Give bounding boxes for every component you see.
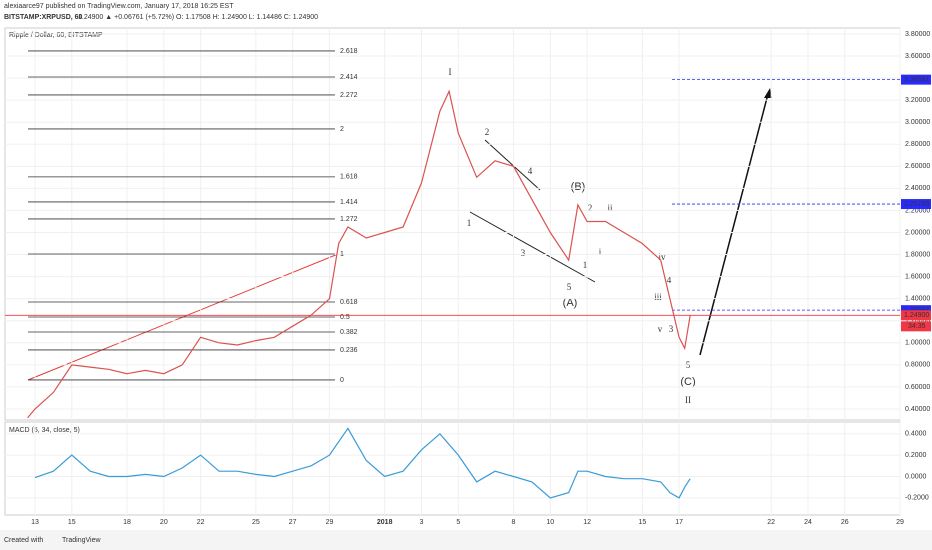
price-line (27, 89, 691, 419)
x-tick-label: 10 (546, 519, 554, 526)
wave-label: 3 (521, 248, 526, 258)
y-tick-label: 2.20000 (905, 207, 930, 214)
price-line (34, 427, 691, 499)
y-tick-label: 2.00000 (905, 229, 930, 236)
x-tick-label: 27 (289, 519, 297, 526)
x-tick-label: 15 (638, 519, 646, 526)
fib-label: 2.618 (340, 48, 358, 55)
y-tick-label: 1.00000 (905, 340, 930, 347)
wave-label: 1 (583, 260, 588, 270)
y-tick-label: 0.80000 (905, 362, 930, 369)
y-tick-label: 1.60000 (905, 273, 930, 280)
wave-label: iv (658, 252, 666, 262)
wave-label: 4 (528, 166, 533, 176)
x-tick-label: 29 (326, 519, 334, 526)
fib-label: 1.272 (340, 216, 358, 223)
fib-label: 0.236 (340, 347, 358, 354)
y-tick-label: 3.60000 (905, 53, 930, 60)
x-tick-label: 18 (123, 519, 131, 526)
chart-title: Ripple / Dollar, 60, BITSTAMP (9, 32, 103, 39)
x-tick-label: 12 (583, 519, 591, 526)
countdown-tag (901, 321, 931, 332)
fib-label: 2.414 (340, 74, 358, 81)
wave-label: (B) (571, 181, 586, 193)
wave-label: 4 (667, 275, 672, 285)
footer-created: Created with (4, 537, 43, 544)
wave-label: 2 (588, 203, 593, 213)
x-tick-label: 8 (512, 519, 516, 526)
x-tick-label: 15 (68, 519, 76, 526)
projection-arrow (699, 93, 769, 356)
published: alexiaarce97 published on TradingView.co… (4, 3, 234, 10)
symbol: BITSTAMP:XRPUSD, 60 (4, 14, 83, 21)
fib-label: 2 (340, 126, 344, 133)
y-tick-label: 0.4000 (905, 431, 927, 438)
y-tick-label: 0.2000 (905, 452, 927, 459)
fib-label: 1.414 (340, 199, 358, 206)
wave-label: v (658, 324, 663, 334)
footer-bar (0, 530, 932, 550)
x-tick-label: 20 (160, 519, 168, 526)
arrow-head (764, 88, 772, 98)
x-tick-label: 3 (420, 519, 424, 526)
wave-label: (A) (563, 297, 578, 309)
wave-label: (C) (680, 376, 695, 388)
fib-label: 0.5 (340, 314, 350, 321)
price-tag (901, 310, 931, 321)
y-tick-label: 0.60000 (905, 384, 930, 391)
quote: 1.24900 ▲ +0.06761 (+5.72%) O: 1.17508 H… (78, 14, 318, 21)
y-tick-label: 1.80000 (905, 251, 930, 258)
fib-label: 0.618 (340, 299, 358, 306)
y-tick-label: 3.20000 (905, 97, 930, 104)
y-tick-label: -0.2000 (905, 495, 929, 502)
x-tick-label: 22 (767, 519, 775, 526)
y-tick-label: 3.00000 (905, 119, 930, 126)
fib-label: 1 (340, 251, 344, 258)
fib-label: 1.618 (340, 174, 358, 181)
macd-title: MACD (5, 34, close, 5) (9, 427, 80, 434)
price-tag-label: 1.24900 (904, 312, 929, 319)
y-tick-label: 1.20000 (905, 318, 930, 325)
wave-label: 5 (567, 282, 572, 292)
price-tag (901, 305, 931, 316)
channel-line (484, 139, 541, 191)
countdown: 34:35 (908, 323, 926, 330)
y-tick-label: 2.80000 (905, 141, 930, 148)
x-tick-label: 26 (841, 519, 849, 526)
y-tick-label: 0.40000 (905, 406, 930, 413)
y-tick-label: 3.80000 (905, 31, 930, 38)
wave-label: I (449, 67, 452, 77)
footer-brand[interactable]: TradingView (62, 537, 101, 544)
fib-label: 0.382 (340, 329, 358, 336)
price-tag (901, 199, 931, 210)
wave-label: i (599, 247, 602, 257)
y-tick-label: 2.40000 (905, 185, 930, 192)
x-tick-label: 17 (675, 519, 683, 526)
wave-label: iii (654, 292, 662, 302)
x-tick-label: 2018 (377, 519, 393, 526)
x-tick-label: 24 (804, 519, 812, 526)
y-tick-label: 1.40000 (905, 296, 930, 303)
price-tag-label: 3.38581 (904, 76, 929, 83)
x-tick-label: 22 (197, 519, 205, 526)
wave-label: 1 (467, 218, 472, 228)
fib-label: 2.272 (340, 92, 358, 99)
x-tick-label: 29 (896, 519, 904, 526)
x-tick-label: 13 (31, 519, 39, 526)
y-tick-label: 0.0000 (905, 473, 927, 480)
y-tick-label: 2.60000 (905, 163, 930, 170)
wave-label: 3 (669, 324, 674, 334)
x-tick-label: 25 (252, 519, 260, 526)
wave-label: II (685, 395, 691, 405)
price-tag (901, 74, 931, 85)
wave-label: ii (607, 203, 613, 213)
fib-label: 0 (340, 377, 344, 384)
wave-label: 2 (485, 127, 490, 137)
price-tag-label: 2.25789 (904, 201, 929, 208)
x-tick-label: 5 (456, 519, 460, 526)
channel-line (469, 211, 596, 283)
